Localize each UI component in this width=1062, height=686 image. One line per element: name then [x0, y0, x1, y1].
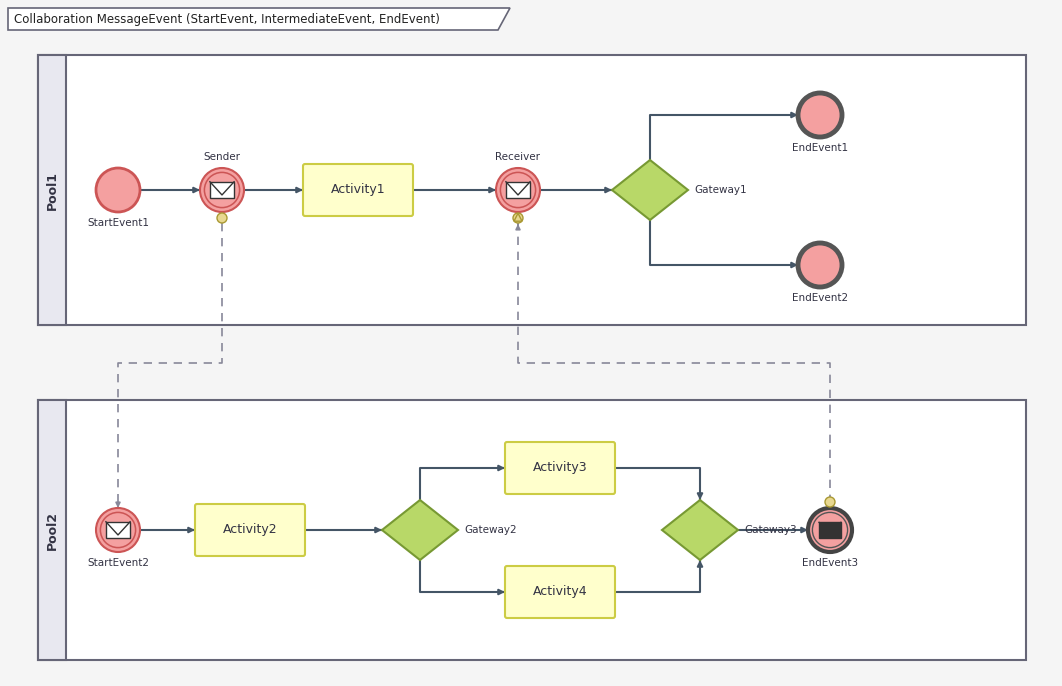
Text: EndEvent3: EndEvent3	[802, 558, 858, 568]
Text: Pool2: Pool2	[46, 510, 58, 549]
Bar	[38, 400, 1026, 660]
Circle shape	[217, 213, 227, 223]
FancyBboxPatch shape	[506, 566, 615, 618]
Circle shape	[808, 508, 852, 552]
Text: Receiver: Receiver	[496, 152, 541, 162]
Polygon shape	[514, 213, 523, 221]
Bar	[38, 55, 1026, 325]
Bar	[38, 55, 66, 325]
Text: StartEvent1: StartEvent1	[87, 218, 149, 228]
Text: EndEvent1: EndEvent1	[792, 143, 849, 153]
Bar	[38, 400, 66, 660]
Text: EndEvent2: EndEvent2	[792, 293, 849, 303]
Polygon shape	[8, 8, 510, 30]
Text: Activity1: Activity1	[330, 183, 386, 196]
Text: Sender: Sender	[204, 152, 240, 162]
Bar	[506, 182, 530, 198]
Text: Gateway2: Gateway2	[464, 525, 516, 535]
Text: Gateway3: Gateway3	[744, 525, 796, 535]
Polygon shape	[382, 500, 458, 560]
Polygon shape	[662, 500, 738, 560]
Circle shape	[798, 93, 842, 137]
Text: StartEvent2: StartEvent2	[87, 558, 149, 568]
Text: Activity4: Activity4	[533, 585, 587, 598]
Circle shape	[513, 213, 523, 223]
FancyBboxPatch shape	[506, 442, 615, 494]
Circle shape	[200, 168, 244, 212]
Circle shape	[496, 168, 539, 212]
FancyBboxPatch shape	[303, 164, 413, 216]
Bar	[819, 522, 841, 538]
Text: Collaboration MessageEvent (StartEvent, IntermediateEvent, EndEvent): Collaboration MessageEvent (StartEvent, …	[14, 12, 440, 25]
Circle shape	[825, 497, 835, 507]
Circle shape	[798, 243, 842, 287]
Text: Activity3: Activity3	[533, 462, 587, 475]
Text: Pool1: Pool1	[46, 171, 58, 209]
Bar	[210, 182, 234, 198]
FancyBboxPatch shape	[195, 504, 305, 556]
Text: Gateway1: Gateway1	[693, 185, 747, 195]
Circle shape	[96, 168, 140, 212]
Text: Activity2: Activity2	[223, 523, 277, 536]
Polygon shape	[612, 160, 688, 220]
Circle shape	[96, 508, 140, 552]
Bar	[106, 522, 131, 539]
